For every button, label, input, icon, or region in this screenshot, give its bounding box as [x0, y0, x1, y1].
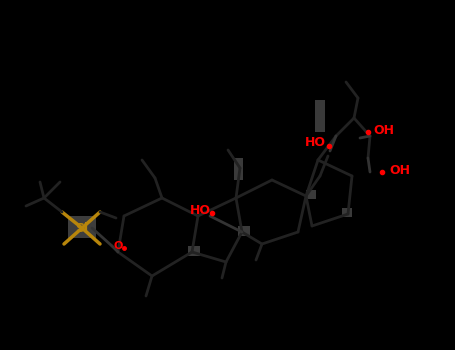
- Text: HO: HO: [189, 203, 211, 217]
- FancyBboxPatch shape: [186, 201, 214, 218]
- Text: HO: HO: [304, 136, 325, 149]
- FancyBboxPatch shape: [300, 134, 330, 151]
- Text: Si: Si: [76, 223, 89, 236]
- FancyBboxPatch shape: [306, 190, 316, 199]
- FancyBboxPatch shape: [68, 216, 96, 238]
- FancyBboxPatch shape: [342, 208, 352, 217]
- Text: OH: OH: [389, 163, 410, 176]
- FancyBboxPatch shape: [370, 121, 398, 138]
- FancyBboxPatch shape: [234, 158, 243, 180]
- FancyBboxPatch shape: [110, 239, 126, 252]
- FancyBboxPatch shape: [238, 226, 250, 236]
- FancyBboxPatch shape: [315, 100, 325, 132]
- Text: OH: OH: [374, 124, 394, 136]
- Text: O: O: [113, 241, 123, 251]
- FancyBboxPatch shape: [188, 246, 200, 256]
- FancyBboxPatch shape: [384, 161, 414, 178]
